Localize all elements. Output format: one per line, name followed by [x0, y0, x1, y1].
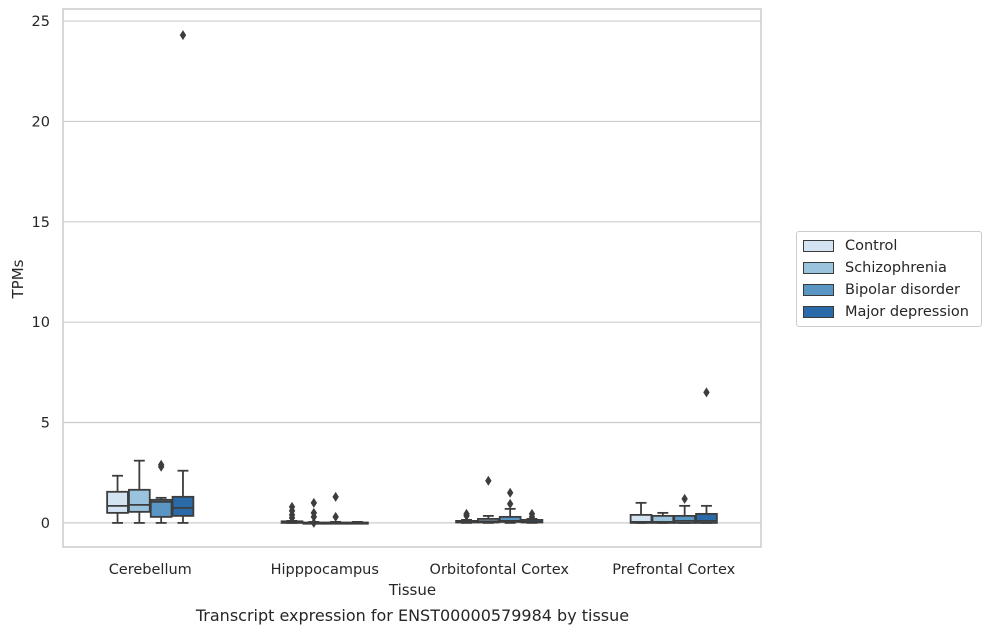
legend-item-schizophrenia: Schizophrenia [803, 258, 947, 278]
legend-swatch-bipolar [803, 284, 834, 296]
box [171, 495, 195, 517]
outlier-point [310, 507, 318, 518]
outlier-point [310, 497, 318, 508]
box [498, 515, 522, 523]
box [128, 488, 151, 513]
outlier-point [681, 493, 688, 504]
x-axis-title-wrap: Tissue [0, 580, 825, 599]
outlier-point [332, 491, 339, 502]
y-tick-label: 15 [32, 215, 50, 231]
outlier-point [528, 508, 536, 519]
box [651, 514, 675, 524]
outlier-point [506, 498, 514, 509]
legend-swatch-control [803, 240, 834, 252]
outlier-point [485, 475, 492, 486]
x-axis-title: Tissue [388, 581, 437, 599]
outlier-point [310, 517, 318, 528]
x-tick-label: Prefrontal Cortex [612, 562, 735, 578]
y-tick-label: 10 [32, 315, 50, 331]
box [629, 513, 653, 524]
outlier-point [332, 511, 339, 522]
legend: Control Schizophrenia Bipolar disorder M… [796, 231, 982, 327]
legend-item-depression: Major depression [803, 302, 969, 322]
legend-swatch-depression [803, 306, 834, 318]
chart-caption: Transcript expression for ENST0000057998… [195, 606, 630, 625]
box [106, 490, 129, 514]
plot-area [62, 8, 762, 548]
x-tick-label: Hipppocampus [271, 562, 379, 578]
legend-item-bipolar: Bipolar disorder [803, 280, 960, 300]
outlier-point [179, 30, 187, 41]
legend-label-schizophrenia: Schizophrenia [845, 260, 947, 276]
y-tick-label: 25 [32, 14, 50, 30]
outlier-point [703, 387, 710, 398]
y-tick-label: 0 [41, 516, 50, 532]
outlier-point [463, 508, 470, 519]
box [149, 498, 173, 518]
x-tick-label: Cerebellum [109, 562, 192, 578]
y-axis-title: TPMs [9, 259, 27, 299]
x-tick-label: Orbitofontal Cortex [430, 562, 570, 578]
legend-label-depression: Major depression [845, 304, 969, 320]
legend-swatch-schizophrenia [803, 262, 834, 274]
legend-label-bipolar: Bipolar disorder [845, 282, 960, 298]
outlier-point [506, 487, 514, 498]
outlier-point [288, 501, 296, 512]
y-tick-label: 20 [32, 114, 50, 130]
legend-item-control: Control [803, 236, 897, 256]
y-tick-label: 5 [41, 416, 50, 432]
box [695, 512, 718, 524]
box [673, 514, 696, 524]
outlier-point [157, 459, 165, 470]
legend-label-control: Control [845, 238, 898, 254]
